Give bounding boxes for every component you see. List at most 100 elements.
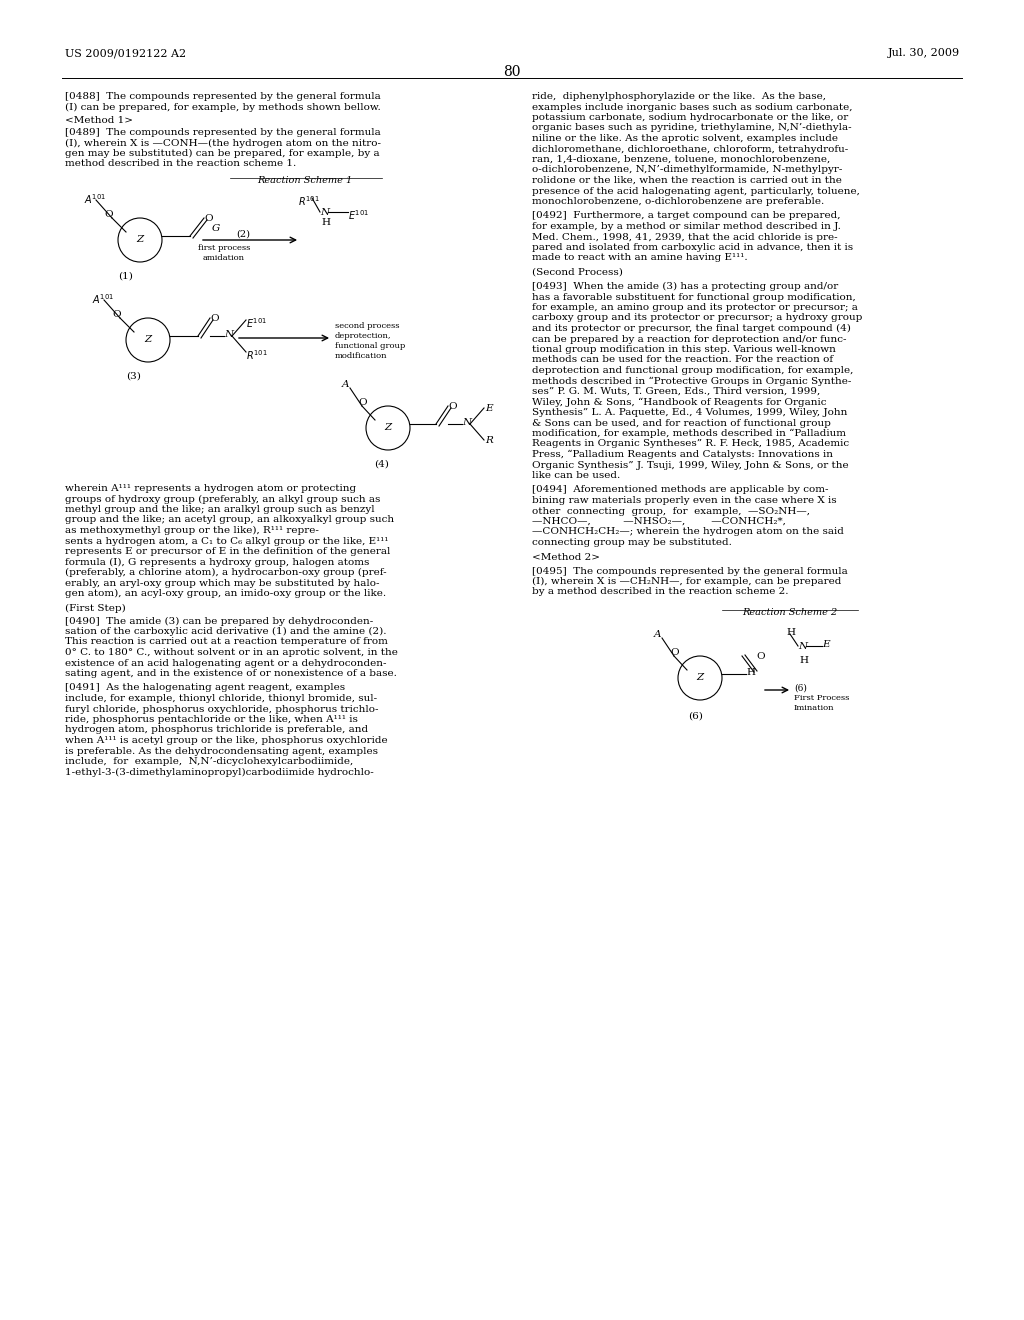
Text: R: R <box>485 436 493 445</box>
Text: E: E <box>822 640 829 649</box>
Text: has a favorable substituent for functional group modification,: has a favorable substituent for function… <box>532 293 856 301</box>
Text: Z: Z <box>144 335 152 345</box>
Text: dichloromethane, dichloroethane, chloroform, tetrahydrofu-: dichloromethane, dichloroethane, chlorof… <box>532 144 848 153</box>
Text: rolidone or the like, when the reaction is carried out in the: rolidone or the like, when the reaction … <box>532 176 842 185</box>
Text: Press, “Palladium Reagents and Catalysts: Innovations in: Press, “Palladium Reagents and Catalysts… <box>532 450 833 459</box>
Text: for example, an amino group and its protector or precursor; a: for example, an amino group and its prot… <box>532 304 858 312</box>
Text: (1): (1) <box>118 272 133 281</box>
Text: gen atom), an acyl-oxy group, an imido-oxy group or the like.: gen atom), an acyl-oxy group, an imido-o… <box>65 589 386 598</box>
Text: A: A <box>342 380 349 389</box>
Text: ran, 1,4-dioxane, benzene, toluene, monochlorobenzene,: ran, 1,4-dioxane, benzene, toluene, mono… <box>532 154 830 164</box>
Text: <Method 1>: <Method 1> <box>65 116 133 125</box>
Text: wherein A¹¹¹ represents a hydrogen atom or protecting: wherein A¹¹¹ represents a hydrogen atom … <box>65 484 356 492</box>
Text: and its protector or precursor, the final target compound (4): and its protector or precursor, the fina… <box>532 323 851 333</box>
Text: O: O <box>112 310 121 319</box>
Text: —CONHCH₂CH₂—; wherein the hydrogen atom on the said: —CONHCH₂CH₂—; wherein the hydrogen atom … <box>532 528 844 536</box>
Text: $E^{101}$: $E^{101}$ <box>246 315 267 330</box>
Text: (3): (3) <box>126 372 141 381</box>
Text: This reaction is carried out at a reaction temperature of from: This reaction is carried out at a reacti… <box>65 638 388 647</box>
Text: potassium carbonate, sodium hydrocarbonate or the like, or: potassium carbonate, sodium hydrocarbona… <box>532 114 848 121</box>
Text: erably, an aryl-oxy group which may be substituted by halo-: erably, an aryl-oxy group which may be s… <box>65 578 380 587</box>
Text: presence of the acid halogenating agent, particularly, toluene,: presence of the acid halogenating agent,… <box>532 186 860 195</box>
Text: tional group modification in this step. Various well-known: tional group modification in this step. … <box>532 345 836 354</box>
Text: $R^{101}$: $R^{101}$ <box>298 194 319 207</box>
Text: O: O <box>204 214 213 223</box>
Text: examples include inorganic bases such as sodium carbonate,: examples include inorganic bases such as… <box>532 103 853 111</box>
Text: hydrogen atom, phosphorus trichloride is preferable, and: hydrogen atom, phosphorus trichloride is… <box>65 726 368 734</box>
Text: first process: first process <box>198 244 250 252</box>
Text: Z: Z <box>696 673 703 682</box>
Text: like can be used.: like can be used. <box>532 471 621 480</box>
Text: [0493]  When the amide (3) has a protecting group and/or: [0493] When the amide (3) has a protecti… <box>532 282 839 292</box>
Text: Reaction Scheme 1: Reaction Scheme 1 <box>257 176 352 185</box>
Text: group and the like; an acetyl group, an alkoxyalkyl group such: group and the like; an acetyl group, an … <box>65 516 394 524</box>
Text: when A¹¹¹ is acetyl group or the like, phosphorus oxychloride: when A¹¹¹ is acetyl group or the like, p… <box>65 737 388 744</box>
Text: sents a hydrogen atom, a C₁ to C₆ alkyl group or the like, E¹¹¹: sents a hydrogen atom, a C₁ to C₆ alkyl … <box>65 536 388 545</box>
Text: methods can be used for the reaction. For the reaction of: methods can be used for the reaction. Fo… <box>532 355 834 364</box>
Text: $R^{101}$: $R^{101}$ <box>246 348 268 362</box>
Text: O: O <box>210 314 219 323</box>
Text: A: A <box>654 630 662 639</box>
Text: organic bases such as pyridine, triethylamine, N,N’-diethyla-: organic bases such as pyridine, triethyl… <box>532 124 852 132</box>
Text: (First Step): (First Step) <box>65 603 126 612</box>
Text: N: N <box>462 418 471 426</box>
Text: (I), wherein X is —CH₂NH—, for example, can be prepared: (I), wherein X is —CH₂NH—, for example, … <box>532 577 842 586</box>
Text: Wiley, John & Sons, “Handbook of Reagents for Organic: Wiley, John & Sons, “Handbook of Reagent… <box>532 397 826 407</box>
Text: [0488]  The compounds represented by the general formula: [0488] The compounds represented by the … <box>65 92 381 102</box>
Text: [0494]  Aforementioned methods are applicable by com-: [0494] Aforementioned methods are applic… <box>532 486 828 495</box>
Text: (2): (2) <box>236 230 250 239</box>
Text: (6): (6) <box>688 711 702 721</box>
Text: [0491]  As the halogenating agent reagent, examples: [0491] As the halogenating agent reagent… <box>65 684 345 693</box>
Text: deprotection and functional group modification, for example,: deprotection and functional group modifi… <box>532 366 853 375</box>
Text: First Process: First Process <box>794 694 849 702</box>
Text: $A^{101}$: $A^{101}$ <box>92 292 115 306</box>
Text: 1-ethyl-3-(3-dimethylaminopropyl)carbodiimide hydrochlo-: 1-ethyl-3-(3-dimethylaminopropyl)carbodi… <box>65 767 374 776</box>
Text: N: N <box>224 330 233 339</box>
Text: & Sons can be used, and for reaction of functional group: & Sons can be used, and for reaction of … <box>532 418 830 428</box>
Text: furyl chloride, phosphorus oxychloride, phosphorus trichlo-: furyl chloride, phosphorus oxychloride, … <box>65 705 379 714</box>
Text: Jul. 30, 2009: Jul. 30, 2009 <box>888 48 961 58</box>
Text: bining raw materials properly even in the case where X is: bining raw materials properly even in th… <box>532 496 837 506</box>
Text: carboxy group and its protector or precursor; a hydroxy group: carboxy group and its protector or precu… <box>532 314 862 322</box>
Text: other  connecting  group,  for  example,  —SO₂NH—,: other connecting group, for example, —SO… <box>532 507 810 516</box>
Text: E: E <box>485 404 493 413</box>
Text: (I), wherein X is —CONH—(the hydrogen atom on the nitro-: (I), wherein X is —CONH—(the hydrogen at… <box>65 139 381 148</box>
Text: niline or the like. As the aprotic solvent, examples include: niline or the like. As the aprotic solve… <box>532 135 838 143</box>
Text: include, for example, thionyl chloride, thionyl bromide, sul-: include, for example, thionyl chloride, … <box>65 694 377 704</box>
Text: [0495]  The compounds represented by the general formula: [0495] The compounds represented by the … <box>532 566 848 576</box>
Text: O: O <box>449 403 457 411</box>
Text: modification: modification <box>335 352 387 360</box>
Text: N: N <box>798 642 807 651</box>
Text: Reaction Scheme 2: Reaction Scheme 2 <box>742 609 838 616</box>
Text: as methoxymethyl group or the like), R¹¹¹ repre-: as methoxymethyl group or the like), R¹¹… <box>65 525 318 535</box>
Text: O: O <box>670 648 679 657</box>
Text: Med. Chem., 1998, 41, 2939, that the acid chloride is pre-: Med. Chem., 1998, 41, 2939, that the aci… <box>532 232 838 242</box>
Text: functional group: functional group <box>335 342 406 350</box>
Text: O: O <box>358 399 367 407</box>
Text: H: H <box>746 668 755 677</box>
Text: Organic Synthesis” J. Tsuji, 1999, Wiley, John & Sons, or the: Organic Synthesis” J. Tsuji, 1999, Wiley… <box>532 461 849 470</box>
Text: O: O <box>104 210 113 219</box>
Text: formula (I), G represents a hydroxy group, halogen atoms: formula (I), G represents a hydroxy grou… <box>65 557 370 566</box>
Text: connecting group may be substituted.: connecting group may be substituted. <box>532 539 732 546</box>
Text: made to react with an amine having E¹¹¹.: made to react with an amine having E¹¹¹. <box>532 253 748 263</box>
Text: by a method described in the reaction scheme 2.: by a method described in the reaction sc… <box>532 587 788 597</box>
Text: —NHCO—,          —NHSO₂—,        —CONHCH₂*,: —NHCO—, —NHSO₂—, —CONHCH₂*, <box>532 517 785 525</box>
Text: modification, for example, methods described in “Palladium: modification, for example, methods descr… <box>532 429 846 438</box>
Text: amidation: amidation <box>203 253 245 261</box>
Text: ride, phosphorus pentachloride or the like, when A¹¹¹ is: ride, phosphorus pentachloride or the li… <box>65 715 357 723</box>
Text: sation of the carboxylic acid derivative (1) and the amine (2).: sation of the carboxylic acid derivative… <box>65 627 386 636</box>
Text: Imination: Imination <box>794 704 835 711</box>
Text: [0490]  The amide (3) can be prepared by dehydroconden-: [0490] The amide (3) can be prepared by … <box>65 616 374 626</box>
Text: H: H <box>321 218 330 227</box>
Text: ses” P. G. M. Wuts, T. Green, Eds., Third version, 1999,: ses” P. G. M. Wuts, T. Green, Eds., Thir… <box>532 387 820 396</box>
Text: O: O <box>756 652 765 661</box>
Text: gen may be substituted) can be prepared, for example, by a: gen may be substituted) can be prepared,… <box>65 149 380 158</box>
Text: 0° C. to 180° C., without solvent or in an aprotic solvent, in the: 0° C. to 180° C., without solvent or in … <box>65 648 398 657</box>
Text: include,  for  example,  N,N’-dicyclohexylcarbodiimide,: include, for example, N,N’-dicyclohexylc… <box>65 756 353 766</box>
Text: method described in the reaction scheme 1.: method described in the reaction scheme … <box>65 160 296 169</box>
Text: (preferably, a chlorine atom), a hydrocarbon-oxy group (pref-: (preferably, a chlorine atom), a hydroca… <box>65 568 387 577</box>
Text: $E^{101}$: $E^{101}$ <box>348 209 370 222</box>
Text: ride,  diphenylphosphorylazide or the like.  As the base,: ride, diphenylphosphorylazide or the lik… <box>532 92 826 102</box>
Text: [0489]  The compounds represented by the general formula: [0489] The compounds represented by the … <box>65 128 381 137</box>
